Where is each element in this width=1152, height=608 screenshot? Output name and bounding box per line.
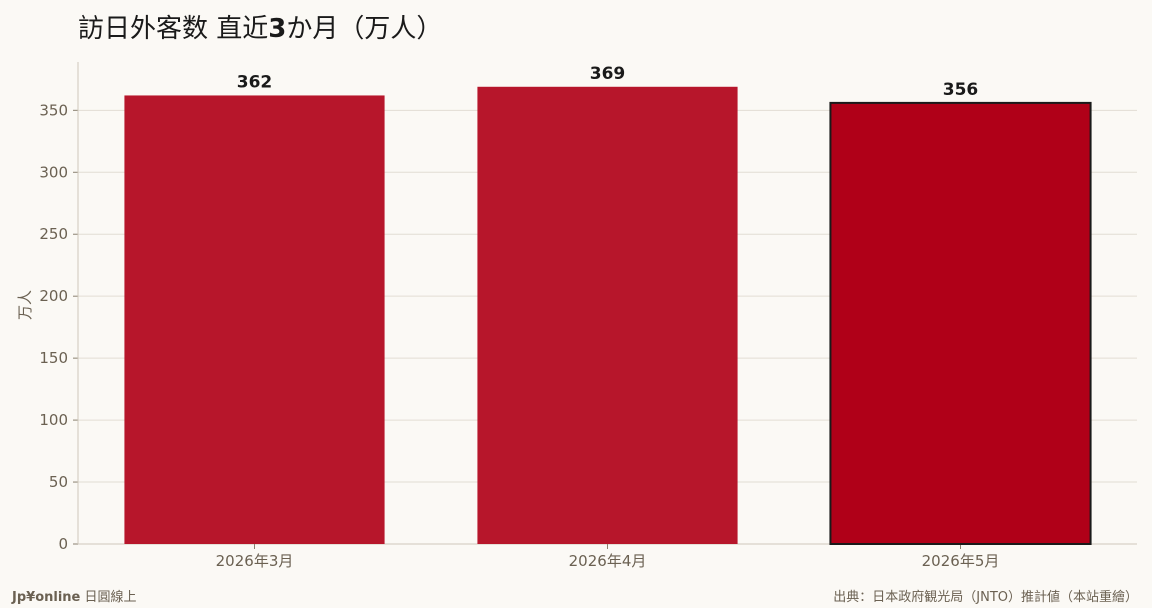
bar-3 — [829, 101, 1092, 545]
data-label: 369 — [590, 64, 626, 84]
y-tick-label: 350 — [39, 101, 68, 119]
y-tick-label: 50 — [49, 473, 68, 491]
bar-2 — [477, 86, 738, 544]
bar-1 — [124, 95, 385, 544]
y-tick-label: 200 — [39, 287, 68, 305]
page-title: 訪日外客数 直近3か月（万人） — [78, 14, 443, 44]
y-tick-label: 300 — [39, 163, 68, 181]
bars — [124, 86, 1092, 545]
data-label: 356 — [943, 80, 979, 100]
y-tick-label: 150 — [39, 349, 68, 367]
y-tick-label: 100 — [39, 411, 68, 429]
data-labels: 362 369 356 — [237, 64, 979, 100]
y-tick-label: 250 — [39, 225, 68, 243]
y-axis-title: 万人 — [16, 290, 34, 320]
brand-logo-text: Jp¥online 日圓線上 — [12, 590, 137, 605]
x-tick-label: 2026年5月 — [922, 552, 1000, 570]
y-tick-label: 0 — [58, 535, 68, 553]
data-label: 362 — [237, 72, 273, 92]
x-tick-label: 2026年3月 — [216, 552, 294, 570]
x-tick-label: 2026年4月 — [569, 552, 647, 570]
source-note: 出典：日本政府観光局（JNTO）推計値（本站重繪） — [833, 590, 1138, 605]
